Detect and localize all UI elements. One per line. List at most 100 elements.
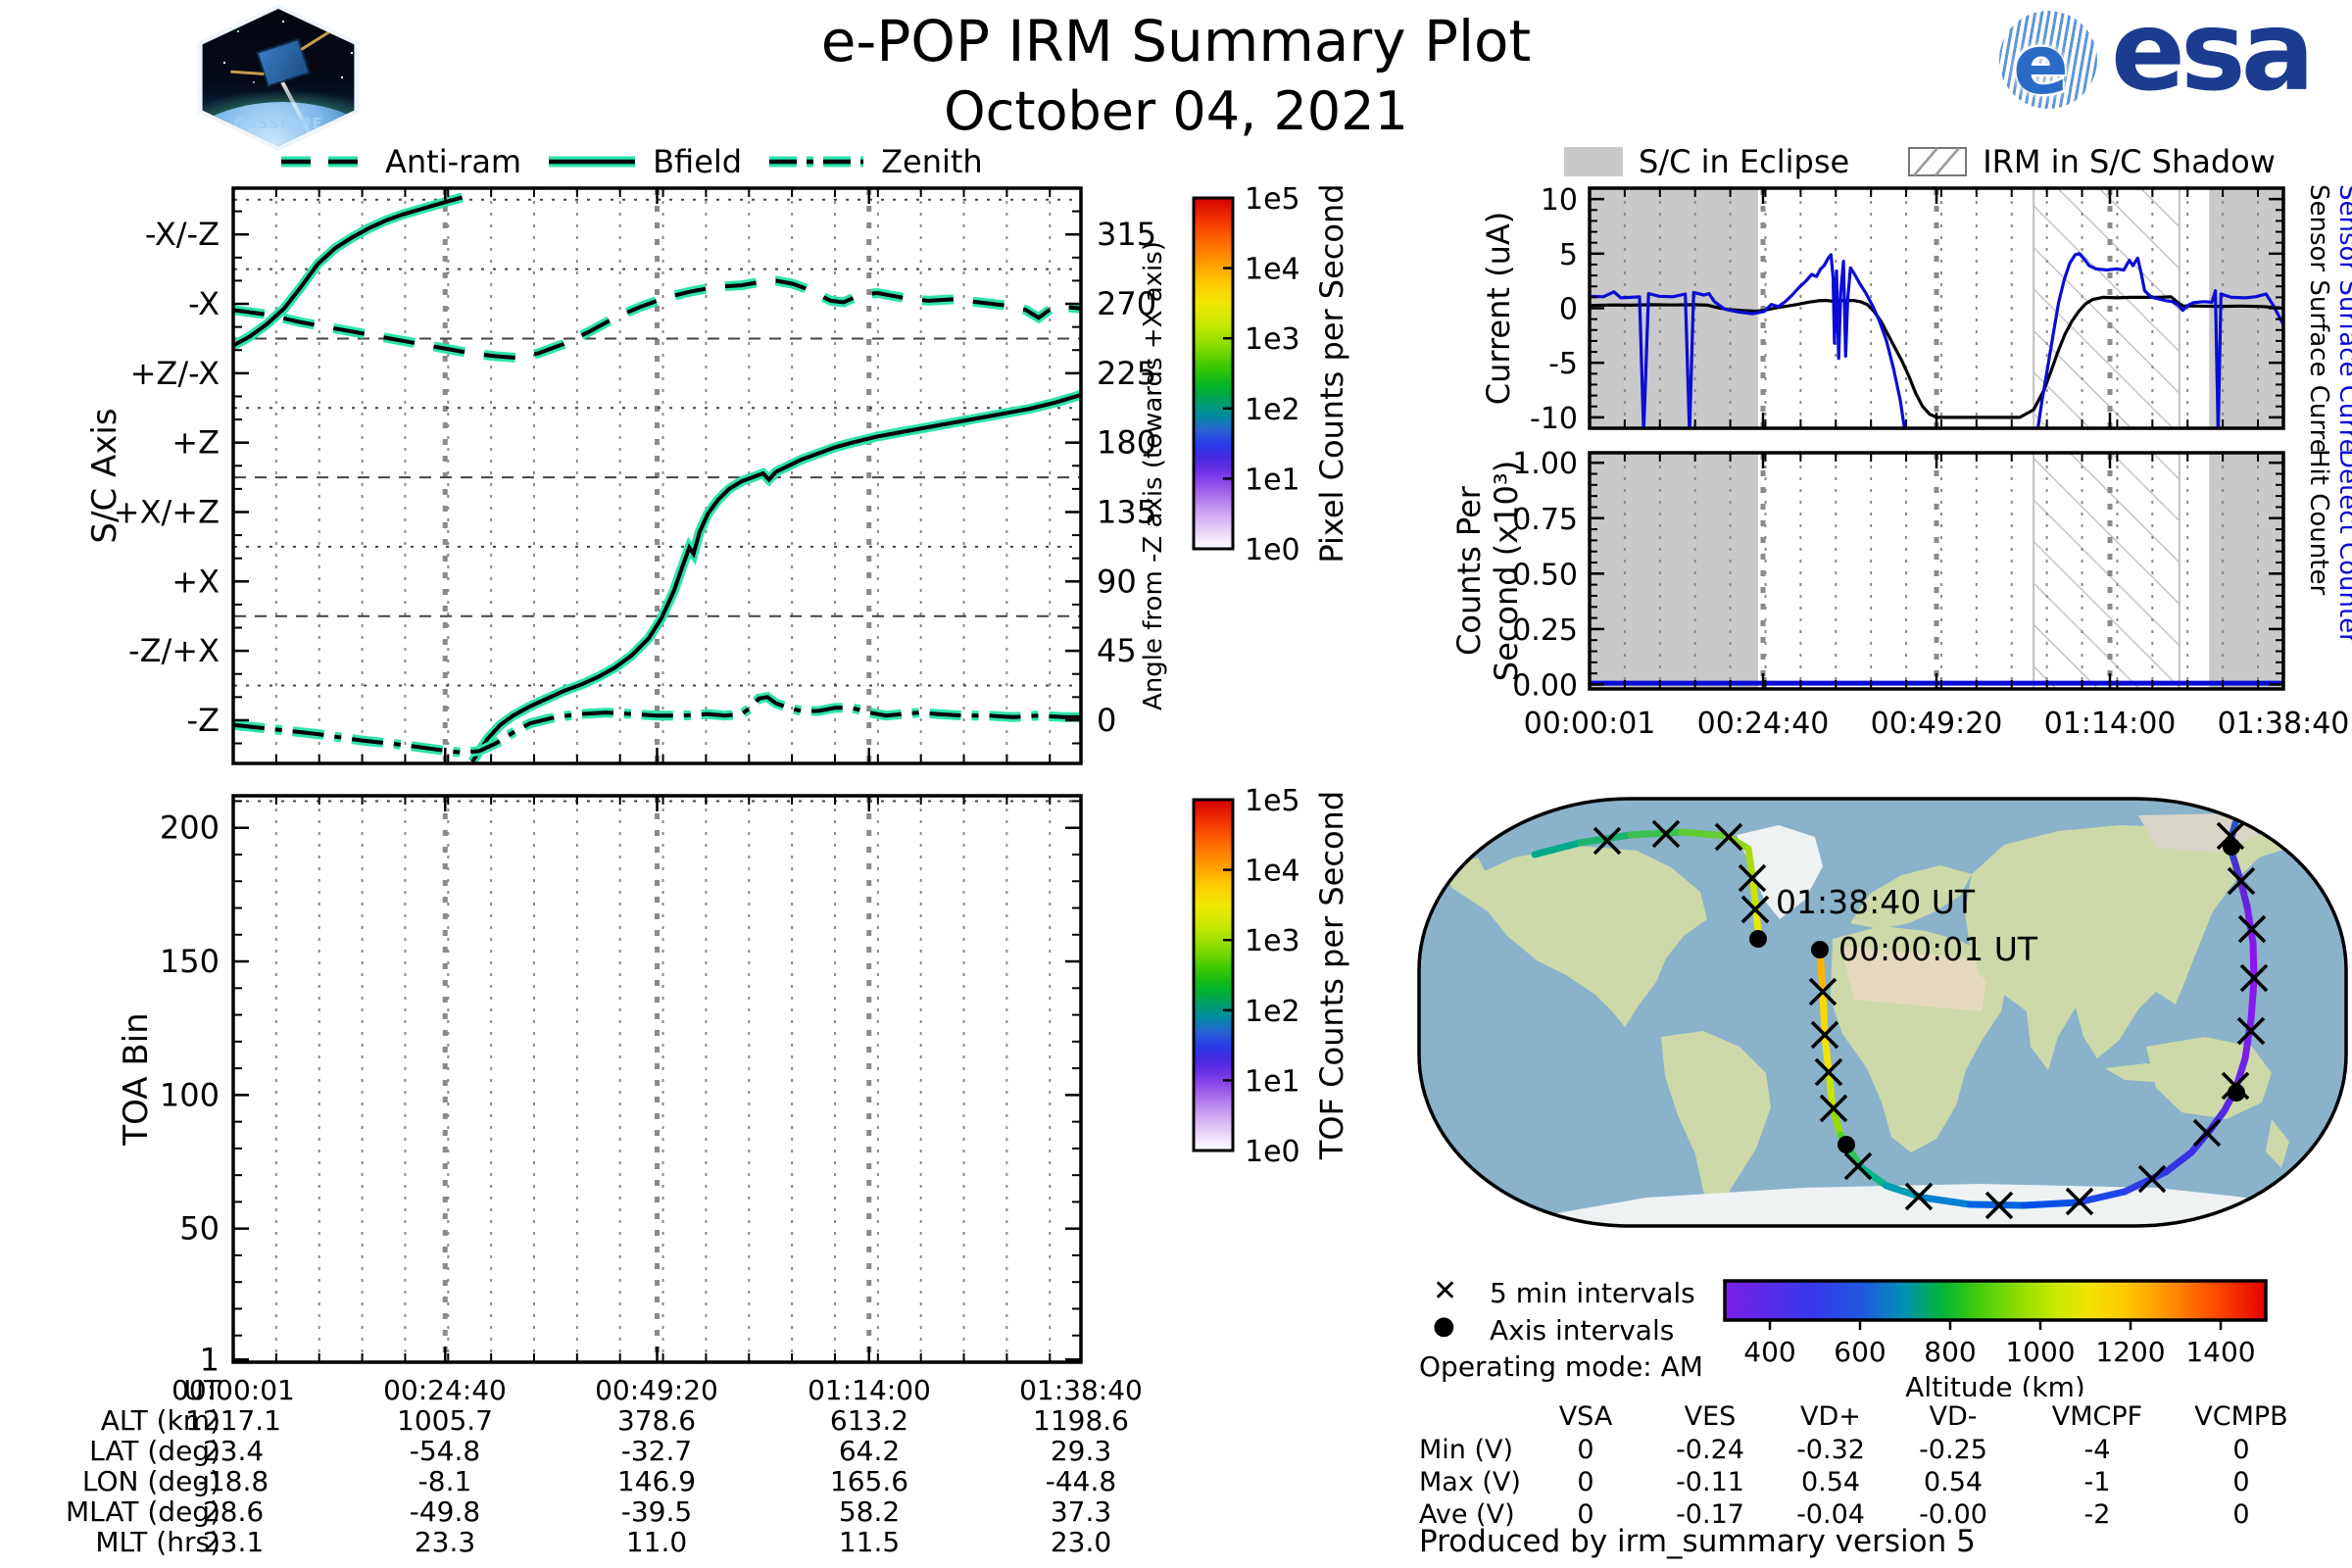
ephemeris-value: 29.3: [1050, 1435, 1112, 1467]
sc-axis-ytick-label: +Z/-X: [130, 355, 220, 392]
time-tick-label: 01:38:40: [2218, 707, 2350, 741]
angle-ytick-label: 180: [1097, 424, 1156, 462]
toa-ytick-label: 150: [160, 943, 220, 980]
time-tick-label: 00:24:40: [1697, 707, 1830, 741]
angle-ytick-label: 0: [1097, 702, 1116, 739]
voltage-row-label: Ave (V): [1419, 1499, 1515, 1530]
voltage-value: 0.54: [1923, 1467, 1984, 1497]
voltage-value: -1: [2083, 1467, 2111, 1497]
axis-plot-legend: Anti-ram Bfield Zenith: [279, 143, 983, 180]
colorbar-tick-label: 1e3: [1245, 924, 1300, 958]
axis-interval-marker: [1838, 1136, 1855, 1153]
voltage-value: -0.17: [1676, 1499, 1744, 1530]
toa-ytick-label: 50: [179, 1210, 220, 1248]
eclipse-region: [1590, 188, 1759, 428]
ephemeris-value: 00:00:01: [172, 1374, 295, 1406]
start-time-label: 00:00:01 UT: [1838, 930, 2038, 968]
current-ytick-label: 10: [1541, 183, 1578, 218]
altitude-gradient: [1723, 1279, 2268, 1322]
altitude-tick-label: 600: [1834, 1336, 1886, 1368]
legend-item-eclipse: S/C in Eclipse: [1564, 143, 1849, 180]
ephemeris-value: 1198.6: [1033, 1404, 1129, 1437]
current-ytick-label: 5: [1559, 238, 1578, 272]
legend-item-zenith: Zenith: [767, 143, 983, 180]
ephemeris-value: 58.2: [838, 1495, 901, 1528]
solid-line-icon: [549, 156, 636, 168]
voltage-value: -2: [2083, 1499, 2111, 1530]
counts-ytick-label: 0.25: [1512, 613, 1578, 648]
ephemeris-value: 64.2: [838, 1435, 901, 1467]
voltage-column-header: VD+: [1800, 1401, 1861, 1432]
toa-ylabel: TOA Bin: [117, 1012, 156, 1146]
time-tick-label: 01:14:00: [2044, 707, 2177, 741]
voltage-column-header: VCMPB: [2194, 1401, 2288, 1432]
sensor-surface-current-x5-label: Sensor Surface Current x 5: [2333, 184, 2352, 451]
operating-mode: Operating mode: AM: [1419, 1350, 1703, 1383]
shadow-region: [2033, 187, 2180, 429]
voltage-value: 0: [1577, 1435, 1594, 1465]
voltage-value: -0.04: [1796, 1499, 1865, 1530]
page-title: e-POP IRM Summary Plot: [820, 8, 1532, 74]
time-tick-label: 00:49:20: [1871, 707, 2003, 741]
counts-ylabel-2: Second (x10³): [1488, 461, 1525, 681]
sc-axis-ylabel: S/C Axis: [85, 408, 124, 543]
tof-colorbar: [1192, 798, 1235, 1152]
voltage-value: -0.00: [1919, 1499, 1987, 1530]
legend-label-bfield: Bfield: [653, 143, 743, 180]
current-ytick-label: -5: [1548, 347, 1578, 381]
dashed-line-icon: [281, 156, 368, 168]
legend-item-antiram: Anti-ram: [279, 143, 521, 180]
altitude-tick-label: 1000: [2005, 1336, 2075, 1368]
eclipse-region: [2209, 453, 2283, 689]
voltage-value: -0.24: [1676, 1435, 1744, 1465]
ephemeris-value: -18.8: [197, 1465, 270, 1497]
sc-axis-ytick-label: -Z/+X: [128, 632, 220, 669]
ephemeris-row-label: LAT (deg): [89, 1435, 220, 1467]
esa-globe-icon: e: [1999, 11, 2097, 109]
page-date: October 04, 2021: [944, 80, 1408, 142]
eclipse-legend: S/C in Eclipse IRM in S/C Shadow: [1564, 143, 2276, 180]
ephemeris-value: 00:49:20: [595, 1374, 718, 1406]
toa-bin-plot: 200 150 100 50 1 TOA Bin 1e5 1e4 1e3 1e2 1e1 1e0 TOF…: [117, 784, 1350, 1372]
counts-ytick-label: 0.75: [1512, 503, 1578, 537]
eclipse-region: [1590, 453, 1759, 689]
ephemeris-value: 37.3: [1050, 1495, 1112, 1528]
colorbar-label: TOF Counts per Second: [1313, 791, 1350, 1160]
voltage-column-header: VMCPF: [2051, 1401, 2143, 1432]
land-new-zealand: [2266, 1119, 2289, 1168]
sc-axis-ytick-label: -Z: [187, 702, 220, 739]
ephemeris-value: 1217.1: [185, 1404, 281, 1437]
toa-ytick-label: 100: [160, 1076, 220, 1113]
legend-label-eclipse: S/C in Eclipse: [1639, 143, 1850, 180]
legend-label-antiram: Anti-ram: [385, 143, 522, 180]
voltage-value: 0.54: [1800, 1467, 1861, 1497]
counts-plot: 1.00 0.75 0.50 0.25 0.00 Counts Per Second (x1…: [1450, 447, 2352, 741]
map-outline: [1417, 797, 2348, 1228]
altitude-axis-label: Altitude (km): [1905, 1371, 2085, 1396]
voltage-value: 0: [1577, 1467, 1594, 1497]
esa-e-glyph: e: [2013, 17, 2069, 109]
ephemeris-value: 11.5: [838, 1526, 901, 1558]
altitude-tick-label: 1200: [2095, 1336, 2165, 1368]
ephemeris-value: 165.6: [829, 1465, 909, 1497]
voltage-row-label: Min (V): [1419, 1435, 1514, 1465]
dot-marker-label: Axis intervals: [1490, 1314, 1675, 1347]
voltage-column-header: VES: [1684, 1401, 1737, 1432]
ephemeris-value: 11.0: [625, 1526, 688, 1558]
axis-interval-marker: [1811, 941, 1829, 958]
sc-axis-ytick-label: +Z: [172, 424, 220, 462]
counts-ylabel-1: Counts Per: [1450, 485, 1488, 656]
legend-item-shadow: IRM in S/C Shadow: [1908, 143, 2276, 180]
legend-label-zenith: Zenith: [881, 143, 983, 180]
current-ylabel: Current (uA): [1480, 212, 1517, 406]
ephemeris-value: 23.4: [202, 1435, 265, 1467]
ephemeris-row-label: MLAT (deg): [65, 1495, 220, 1528]
colorbar-tick-label: 1e4: [1245, 855, 1300, 889]
x-marker-icon: ✕: [1433, 1274, 1458, 1308]
altitude-colorbar: 400 600 800 1000 1200 1400 Altitude (km): [1723, 1279, 2268, 1396]
angle-ytick-label: 135: [1097, 493, 1156, 530]
land-japan: [2193, 874, 2215, 911]
voltage-column-header: VSA: [1558, 1401, 1613, 1432]
ephemeris-value: 613.2: [829, 1404, 909, 1437]
sc-axis-ytick-label: -X/-Z: [145, 216, 220, 253]
